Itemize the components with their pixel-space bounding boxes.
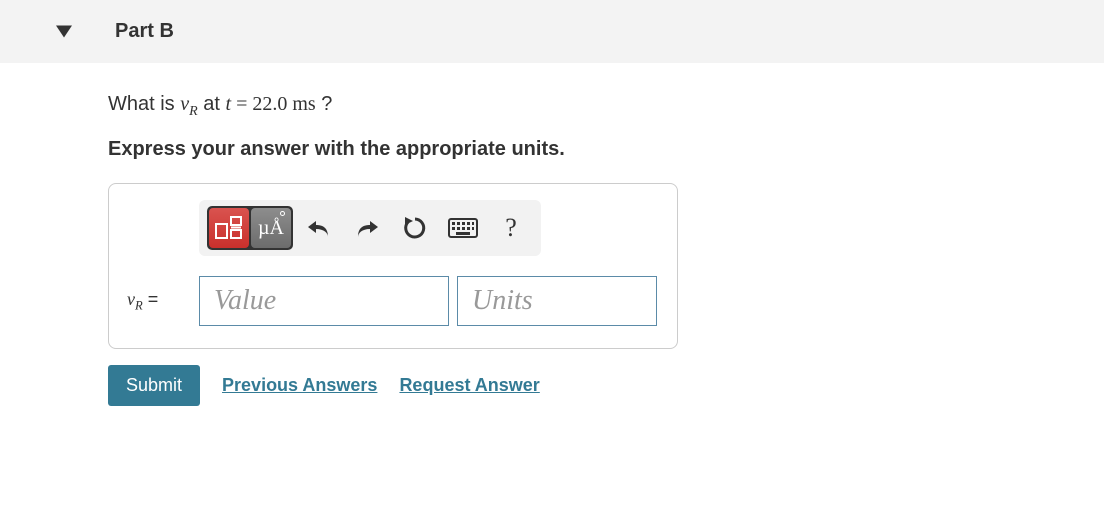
q-mid: at bbox=[198, 93, 226, 115]
request-answer-link[interactable]: Request Answer bbox=[399, 375, 539, 396]
q-sub: R bbox=[189, 104, 198, 119]
undo-button[interactable] bbox=[297, 206, 341, 250]
help-button[interactable]: ? bbox=[489, 206, 533, 250]
muA-label: µÅ bbox=[258, 217, 284, 240]
q-suffix: ? bbox=[316, 93, 333, 115]
value-input[interactable]: Value bbox=[199, 276, 449, 326]
ans-sub: R bbox=[135, 298, 143, 312]
ans-var: v bbox=[127, 289, 135, 309]
reset-button[interactable] bbox=[393, 206, 437, 250]
q-var: v bbox=[180, 93, 189, 115]
question-text: What is vR at t = 22.0 ms ? bbox=[108, 93, 1104, 120]
template-group: µÅ bbox=[207, 206, 293, 250]
q-eq: = bbox=[231, 93, 252, 115]
value-placeholder: Value bbox=[214, 285, 276, 317]
caret-down-icon bbox=[56, 21, 72, 42]
submit-button[interactable]: Submit bbox=[108, 365, 200, 406]
equation-toolbar: µÅ bbox=[199, 200, 541, 256]
previous-answers-link[interactable]: Previous Answers bbox=[222, 375, 377, 396]
q-value: 22.0 ms bbox=[252, 93, 315, 115]
templates-button[interactable] bbox=[209, 208, 249, 248]
ans-eq: = bbox=[143, 289, 159, 309]
keyboard-button[interactable] bbox=[441, 206, 485, 250]
part-header[interactable]: Part B bbox=[0, 0, 1104, 63]
units-input[interactable]: Units bbox=[457, 276, 657, 326]
units-placeholder: Units bbox=[472, 285, 533, 317]
answer-variable-label: vR = bbox=[127, 289, 199, 314]
special-chars-button[interactable]: µÅ bbox=[251, 208, 291, 248]
instruction-text: Express your answer with the appropriate… bbox=[108, 138, 1104, 161]
part-title: Part B bbox=[115, 20, 174, 42]
answer-panel: µÅ bbox=[108, 183, 678, 349]
q-prefix: What is bbox=[108, 93, 180, 115]
redo-button[interactable] bbox=[345, 206, 389, 250]
